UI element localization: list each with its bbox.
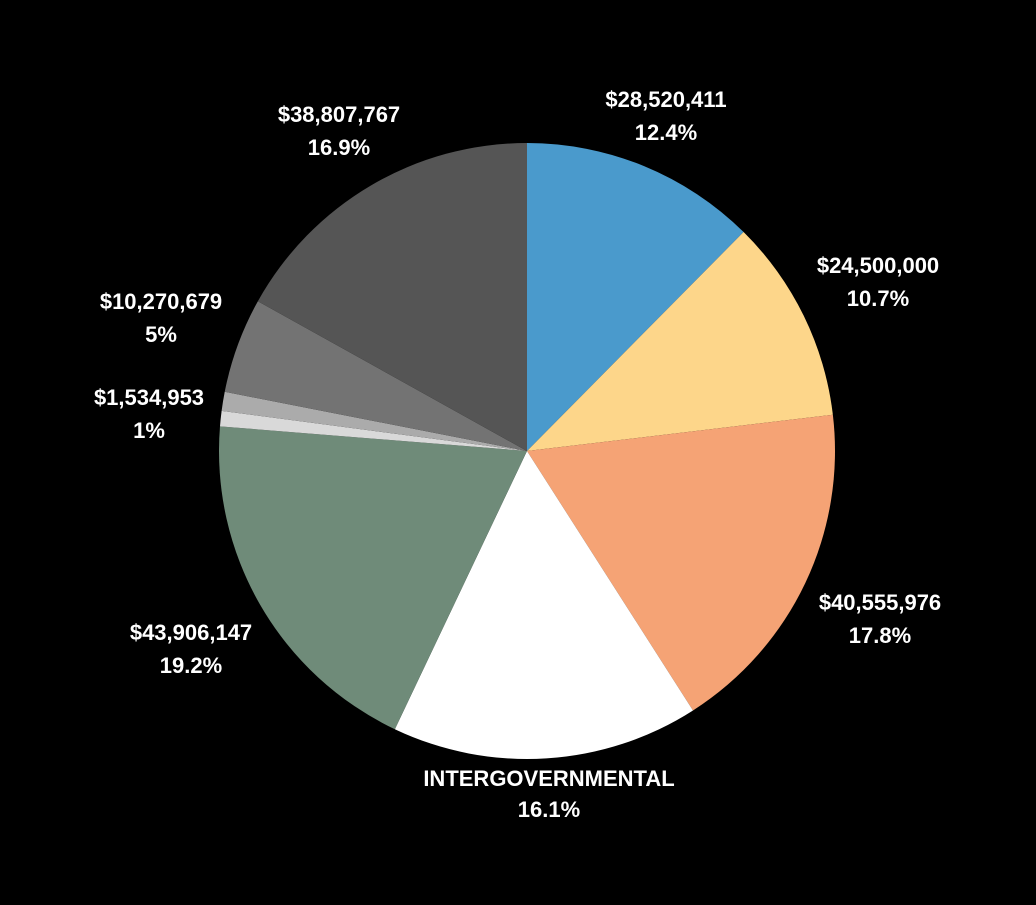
slice-value-label: INTERGOVERNMENTAL (423, 766, 674, 791)
pie-slice (394, 451, 693, 759)
pie-slice (224, 301, 528, 451)
slice-value-label: $28,520,411 (605, 87, 726, 112)
pie-slices (219, 142, 835, 759)
slice-percent-label: 10.7% (847, 286, 909, 311)
slice-value-label: $43,906,147 (130, 620, 252, 645)
slice-value-label: $1,534,953 (94, 385, 204, 410)
slice-value-label: $24,500,000 (817, 253, 939, 278)
slice-percent-label: 12.4% (635, 120, 697, 145)
slice-percent-label: 16.9% (308, 135, 370, 160)
slice-value-label: $38,807,767 (278, 102, 400, 127)
slice-percent-label: 5% (145, 322, 177, 347)
slice-value-label: $10,270,679 (100, 289, 222, 314)
pie-slice (257, 142, 527, 451)
slice-percent-label: 1% (133, 418, 165, 443)
slice-value-label: $40,555,976 (819, 590, 941, 615)
pie-slice (221, 391, 527, 451)
slice-percent-label: 16.1% (518, 797, 580, 822)
slice-percent-label: 19.2% (160, 653, 222, 678)
pie-slice (527, 414, 835, 711)
pie-slice (527, 232, 833, 451)
pie-slice (219, 410, 528, 451)
slice-percent-label: 17.8% (849, 623, 911, 648)
pie-slice (219, 426, 527, 730)
pie-slice (527, 143, 744, 451)
